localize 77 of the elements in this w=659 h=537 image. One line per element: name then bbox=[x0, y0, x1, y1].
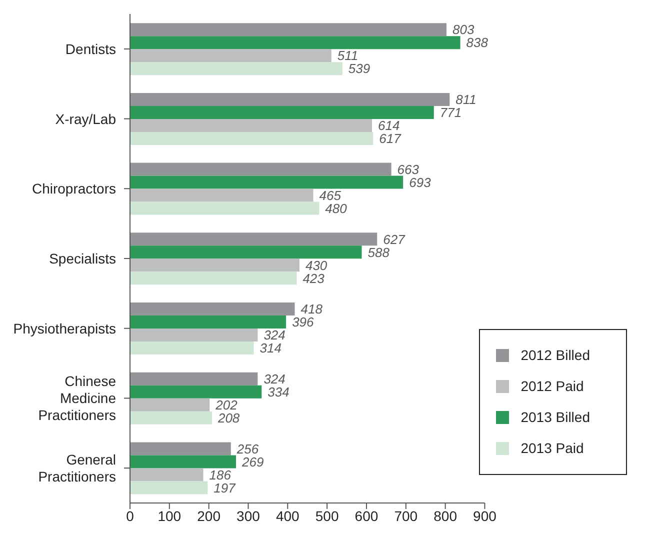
bar bbox=[130, 246, 362, 259]
bar bbox=[130, 49, 332, 62]
x-tick-label: 600 bbox=[354, 508, 378, 524]
data-label: 627 bbox=[383, 232, 406, 247]
data-label: 256 bbox=[236, 441, 260, 456]
x-tick-label: 0 bbox=[126, 508, 134, 524]
data-label: 539 bbox=[348, 61, 370, 76]
bar bbox=[130, 481, 208, 494]
data-label: 771 bbox=[440, 105, 462, 120]
bar bbox=[130, 23, 446, 36]
bar bbox=[130, 176, 404, 189]
bar bbox=[130, 36, 460, 50]
data-label: 324 bbox=[264, 371, 286, 386]
y-tick-label: Specialists bbox=[49, 250, 116, 266]
bar bbox=[130, 132, 374, 145]
bar bbox=[130, 385, 262, 398]
data-label: 663 bbox=[397, 162, 420, 177]
bar bbox=[130, 118, 372, 132]
y-tick-label: Dentists bbox=[65, 40, 116, 57]
bar bbox=[130, 398, 210, 412]
legend-label: 2012 Billed bbox=[520, 347, 590, 363]
x-tick-label: 100 bbox=[158, 508, 182, 524]
y-tick-label: Chiropractors bbox=[32, 180, 116, 197]
bar bbox=[130, 162, 392, 176]
bar bbox=[130, 106, 434, 119]
x-tick-label: 200 bbox=[197, 508, 221, 524]
bar bbox=[130, 62, 342, 76]
legend-label: 2013 Billed bbox=[520, 409, 590, 425]
x-tick-label: 300 bbox=[236, 508, 260, 524]
x-tick-label: 400 bbox=[276, 508, 300, 524]
bar bbox=[130, 342, 254, 355]
y-tick-label: X-ray/Lab bbox=[55, 110, 116, 127]
data-label: 324 bbox=[264, 328, 286, 343]
bar bbox=[130, 302, 295, 316]
bar bbox=[130, 272, 297, 285]
bar bbox=[130, 202, 320, 215]
data-label: 588 bbox=[368, 244, 390, 260]
bar bbox=[130, 442, 231, 456]
x-tick-label: 800 bbox=[434, 508, 458, 524]
x-tick-label: 700 bbox=[394, 508, 418, 524]
y-tick-label: Physiotherapists bbox=[13, 320, 116, 336]
data-label: 465 bbox=[319, 188, 342, 203]
data-label: 202 bbox=[214, 397, 238, 412]
data-label: 693 bbox=[409, 174, 432, 190]
data-label: 334 bbox=[268, 384, 290, 400]
data-label: 803 bbox=[452, 22, 475, 38]
bar bbox=[130, 232, 378, 246]
bar bbox=[130, 328, 258, 342]
bar bbox=[130, 258, 300, 272]
bar bbox=[130, 372, 258, 386]
bar bbox=[130, 92, 450, 106]
x-tick-label: 900 bbox=[473, 508, 497, 524]
data-label: 511 bbox=[337, 48, 358, 64]
data-label: 208 bbox=[216, 410, 240, 426]
data-label: 423 bbox=[302, 270, 326, 286]
legend-label: 2013 Paid bbox=[520, 440, 584, 456]
x-tick-label: 500 bbox=[315, 508, 339, 524]
bar bbox=[130, 455, 236, 468]
data-label: 197 bbox=[214, 480, 236, 496]
bar bbox=[130, 188, 314, 202]
y-tick-label: Chinese Medicine Practitioners bbox=[38, 373, 116, 424]
data-label: 430 bbox=[305, 258, 328, 273]
bar bbox=[130, 316, 286, 329]
legend-label: 2012 Paid bbox=[520, 378, 584, 394]
data-label: 269 bbox=[241, 454, 264, 470]
data-label: 614 bbox=[378, 118, 400, 134]
data-label: 480 bbox=[325, 200, 348, 216]
data-label: 418 bbox=[300, 302, 324, 317]
y-tick-label: General Practitioners bbox=[38, 452, 116, 485]
data-label: 314 bbox=[260, 340, 282, 356]
data-label: 396 bbox=[292, 314, 315, 330]
data-label: 838 bbox=[466, 35, 489, 50]
bar bbox=[130, 411, 212, 424]
data-label: 617 bbox=[379, 131, 402, 146]
data-label: 186 bbox=[209, 467, 232, 482]
bar bbox=[130, 468, 204, 482]
data-label: 811 bbox=[456, 92, 476, 108]
